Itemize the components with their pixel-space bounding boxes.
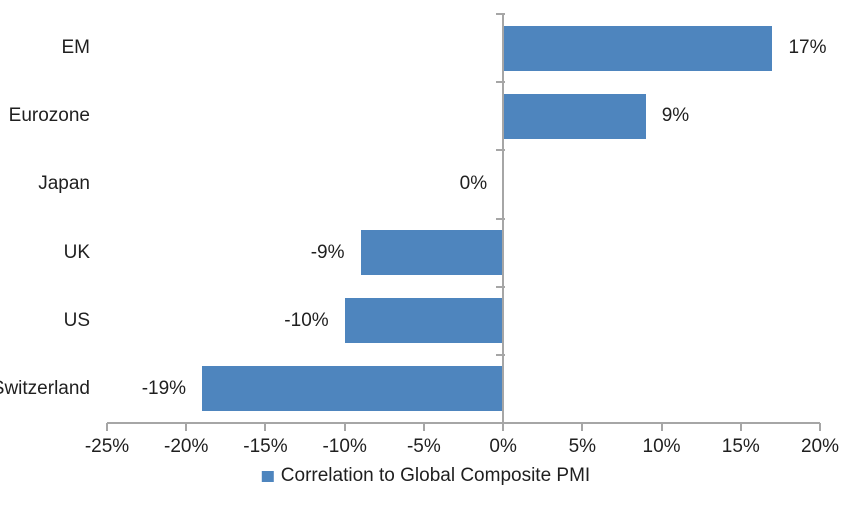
category-label: EM — [61, 37, 91, 59]
x-axis-tick — [581, 423, 584, 431]
x-axis-tick — [343, 423, 346, 431]
category-tick — [496, 81, 506, 84]
category-label: Japan — [38, 173, 90, 195]
x-axis-tick-label: -20% — [164, 436, 209, 457]
category-tick — [496, 353, 506, 356]
x-axis-tick — [739, 423, 742, 431]
value-label: -10% — [284, 309, 329, 331]
bar — [202, 366, 504, 412]
x-axis-tick-label: -25% — [84, 436, 130, 457]
x-axis-tick — [264, 423, 267, 431]
bar — [503, 25, 773, 71]
value-label: 17% — [788, 37, 827, 59]
value-label: 0% — [459, 173, 488, 195]
x-axis-line — [107, 422, 820, 424]
bar — [344, 298, 504, 344]
category-tick — [496, 13, 506, 15]
x-axis-tick-label: 5% — [568, 436, 597, 457]
x-axis-tick-label: -10% — [322, 436, 367, 457]
x-axis-tick — [660, 423, 663, 431]
x-axis-tick-label: -5% — [406, 436, 441, 457]
x-axis-tick-label: 15% — [721, 436, 760, 457]
x-axis-tick — [106, 423, 108, 431]
x-axis-tick-label: 0% — [489, 436, 517, 457]
x-axis-tick-label: 10% — [642, 436, 681, 457]
x-axis-tick-label: -15% — [243, 436, 288, 457]
x-axis-tick — [185, 423, 188, 431]
category-label: US — [63, 309, 90, 331]
value-label: -19% — [141, 377, 187, 399]
legend: Correlation to Global Composite PMI — [261, 464, 591, 488]
legend-swatch-icon — [261, 470, 274, 482]
x-axis-tick — [502, 423, 505, 431]
category-label: Switzerland — [0, 377, 90, 399]
bar — [360, 230, 504, 276]
x-axis-tick-label: 20% — [800, 436, 840, 457]
x-axis-tick — [819, 423, 821, 431]
category-label: UK — [63, 241, 90, 263]
category-tick — [496, 217, 506, 220]
x-axis-tick — [422, 423, 425, 431]
category-tick — [496, 285, 506, 288]
value-label: 9% — [661, 105, 690, 127]
category-tick — [496, 149, 506, 152]
bar — [503, 93, 646, 139]
legend-label: Correlation to Global Composite PMI — [280, 465, 591, 486]
category-label: Eurozone — [8, 105, 90, 127]
value-label: -9% — [310, 241, 345, 263]
